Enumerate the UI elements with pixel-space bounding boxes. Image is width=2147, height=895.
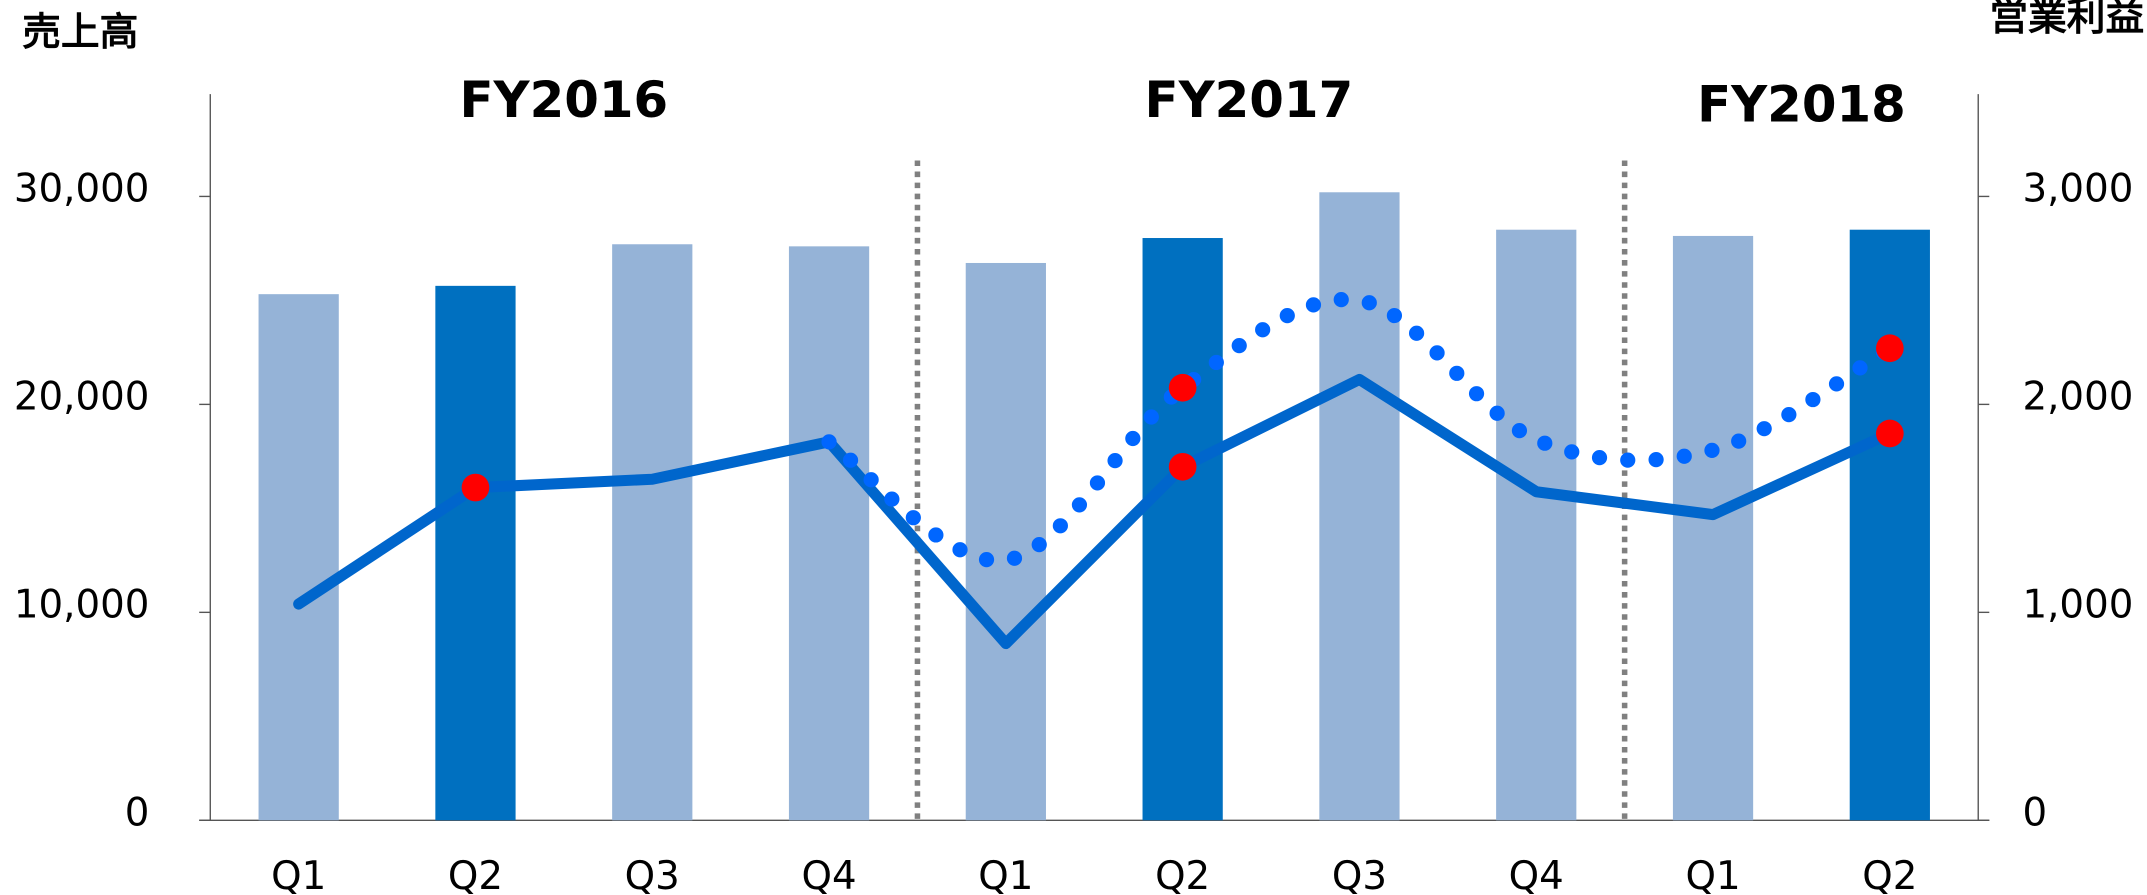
x-tick-label: Q1 [978,854,1033,895]
highlight-marker [1168,373,1197,402]
bar [1319,192,1400,821]
x-tick-label: Q1 [271,854,326,895]
line [293,373,1896,650]
highlight-marker [461,473,490,502]
x-tick-label: Q2 [1862,854,1917,895]
x-tick-label: Q2 [1155,854,1210,895]
y2-tick-label: 0 [2022,790,2047,835]
bar [1849,229,1930,821]
y2-axis-title: 営業利益 [1989,0,2144,40]
y-tick-label: 30,000 [14,166,149,211]
x-tick-label: Q3 [1332,854,1387,895]
bar [258,294,339,821]
y-tick-label: 10,000 [14,582,149,627]
y2-tick-label: 1,000 [2022,582,2133,627]
trend-line [821,291,1898,569]
y2-tick-label: 2,000 [2022,374,2133,419]
x-tick-label: Q1 [1685,854,1740,895]
y2-tick-label: 3,000 [2022,166,2133,211]
group-label: FY2018 [1697,75,1906,133]
highlight-marker [1875,419,1904,448]
y-axis-title: 売上高 [22,10,138,55]
group-label: FY2016 [460,71,669,129]
group-label: FY2017 [1145,71,1354,129]
y-tick-label: 20,000 [14,374,149,419]
bar [1496,229,1577,821]
x-tick-label: Q4 [1509,854,1564,895]
bar [435,285,516,821]
x-tick-label: Q3 [625,854,680,895]
bar [788,246,870,821]
bar [1672,235,1754,821]
bar [612,244,693,821]
x-tick-label: Q4 [801,854,856,895]
y-tick-label: 0 [125,790,150,835]
highlight-marker [1168,452,1197,481]
highlight-marker [1875,334,1904,363]
x-tick-label: Q2 [448,854,503,895]
bar [1142,238,1223,821]
